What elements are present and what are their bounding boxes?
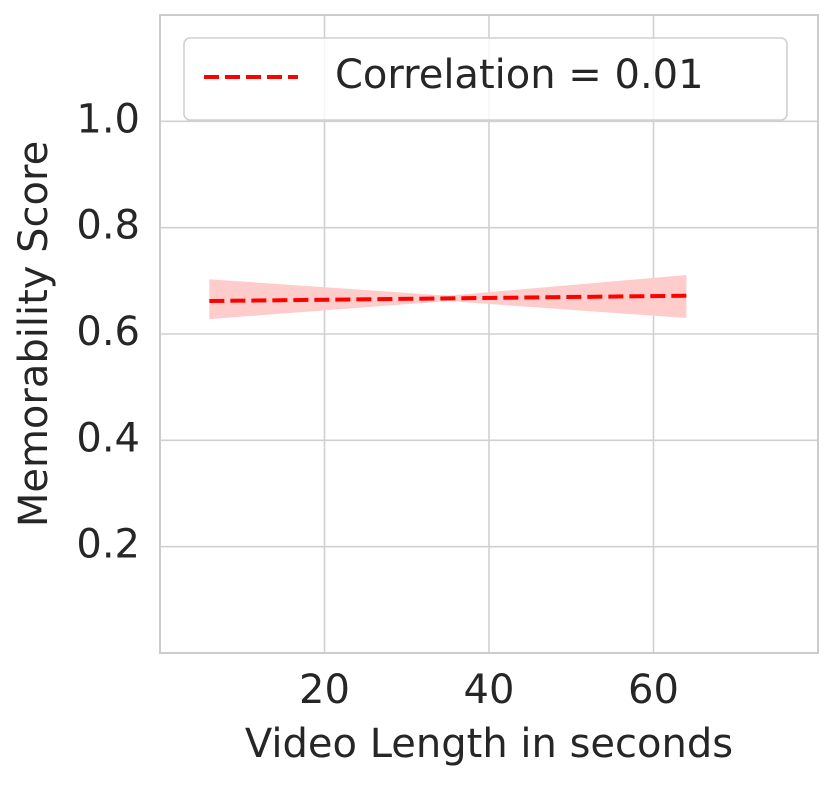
y-tick-label: 0.4	[76, 415, 140, 461]
legend-box	[183, 37, 788, 121]
x-tick-label: 40	[464, 667, 515, 713]
x-tick-label: 60	[628, 667, 679, 713]
plot-frame	[159, 14, 819, 654]
x-axis-label: Video Length in seconds	[245, 721, 733, 767]
y-tick-label: 1.0	[76, 96, 140, 142]
y-tick-label: 0.8	[76, 203, 140, 249]
y-tick-label: 0.6	[76, 309, 140, 355]
y-axis-label: Memorability Score	[11, 141, 57, 527]
y-tick-label: 0.2	[76, 522, 140, 568]
x-tick-label: 20	[299, 667, 350, 713]
trend-line	[209, 293, 687, 304]
legend-label: Correlation = 0.01	[335, 52, 704, 98]
